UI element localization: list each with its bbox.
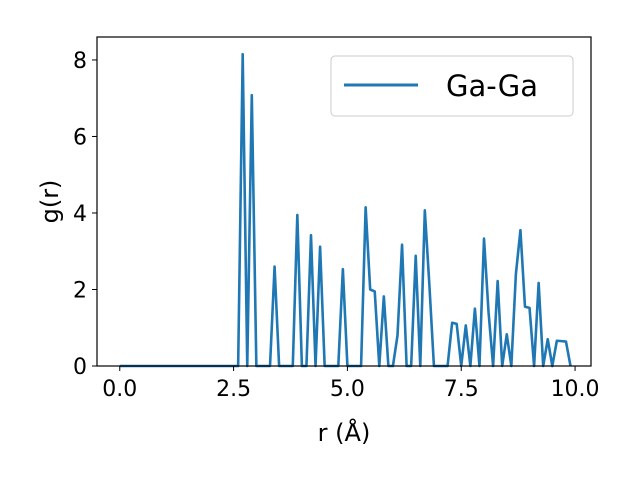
legend-label-ga-ga: Ga-Ga <box>446 69 538 103</box>
x-tick-label: 10.0 <box>551 377 600 402</box>
plot-area-frame <box>96 36 592 367</box>
x-tick-label: 5.0 <box>330 377 365 402</box>
legend-box <box>330 55 574 117</box>
y-tick-label: 6 <box>73 125 87 150</box>
y-tick-label: 8 <box>73 49 87 74</box>
y-tick-label: 0 <box>73 355 87 380</box>
y-tick-label: 4 <box>73 202 87 227</box>
x-tick-label: 2.5 <box>216 377 251 402</box>
y-axis-label: g(r) <box>36 180 64 224</box>
x-tick-label: 0.0 <box>102 377 137 402</box>
y-tick-label: 2 <box>73 278 87 303</box>
x-axis-label: r (Å) <box>318 418 371 447</box>
x-tick-label: 7.5 <box>444 377 479 402</box>
series-line-ga-ga <box>119 52 572 368</box>
legend: Ga-Ga <box>330 55 574 117</box>
